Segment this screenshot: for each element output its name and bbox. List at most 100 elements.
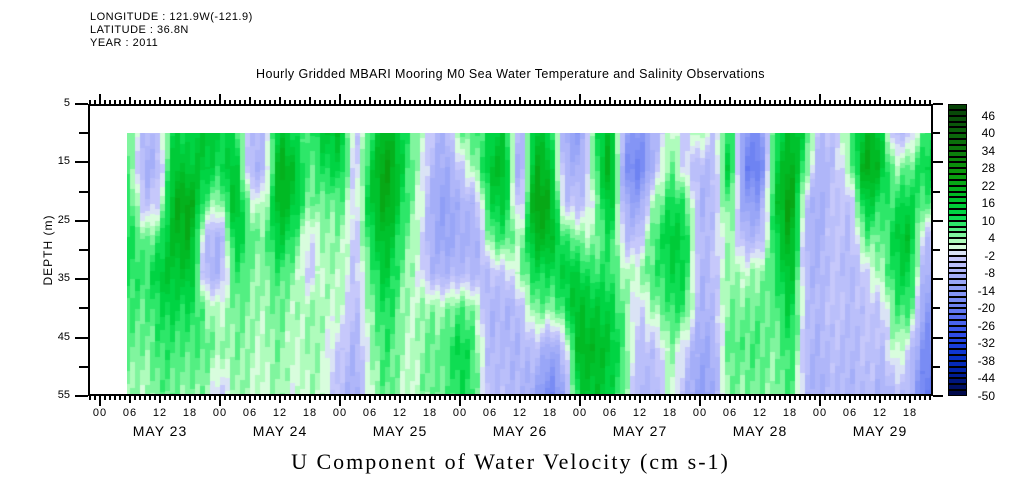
x-tick	[444, 396, 446, 400]
x-tick	[309, 97, 311, 104]
x-tick	[474, 396, 476, 400]
x-tick	[499, 100, 501, 104]
x-tick	[269, 396, 271, 400]
x-tick	[874, 396, 876, 400]
hour-label: 18	[422, 407, 438, 419]
y-tick	[75, 103, 88, 105]
x-tick	[789, 97, 791, 104]
colorbar-label: -38	[977, 353, 995, 368]
x-tick	[594, 396, 596, 400]
x-tick	[354, 396, 356, 400]
latitude-label: LATITUDE : 36.8N	[90, 24, 189, 36]
x-tick	[444, 100, 446, 104]
colorbar-label: -20	[977, 301, 995, 316]
x-tick	[634, 100, 636, 104]
x-tick	[754, 100, 756, 104]
x-tick	[459, 94, 461, 104]
x-tick	[494, 100, 496, 104]
x-tick	[189, 396, 191, 403]
x-tick	[904, 396, 906, 400]
x-tick	[89, 396, 91, 400]
x-tick	[269, 100, 271, 104]
x-tick	[924, 100, 926, 104]
x-tick	[509, 396, 511, 400]
x-tick	[394, 100, 396, 104]
depth-label: 45	[57, 330, 70, 343]
x-tick	[564, 396, 566, 400]
x-tick	[679, 396, 681, 400]
x-tick	[619, 396, 621, 400]
x-tick	[784, 396, 786, 400]
depth-label: 35	[57, 272, 70, 285]
hour-label: 18	[902, 407, 918, 419]
x-tick	[124, 100, 126, 104]
metadata-block: LONGITUDE : 121.9W(-121.9) LATITUDE : 36…	[90, 11, 253, 50]
x-tick	[774, 100, 776, 104]
x-tick	[609, 97, 611, 104]
x-tick	[389, 396, 391, 400]
x-tick	[259, 396, 261, 400]
x-tick	[749, 100, 751, 104]
x-tick	[894, 100, 896, 104]
y-axis-title: DEPTH (m)	[41, 214, 55, 286]
x-tick	[639, 97, 641, 104]
colorbar-cell	[948, 109, 967, 116]
x-tick	[104, 396, 106, 400]
colorbar-cell	[948, 331, 967, 338]
colorbar-cell	[948, 226, 967, 233]
y-tick	[933, 336, 943, 339]
x-tick	[699, 94, 701, 104]
x-tick	[919, 396, 921, 400]
x-tick	[169, 100, 171, 104]
x-tick	[519, 396, 521, 403]
x-tick	[439, 396, 441, 400]
x-tick	[584, 100, 586, 104]
x-tick	[659, 396, 661, 400]
colorbar-cell	[948, 355, 967, 361]
x-tick	[624, 396, 626, 400]
x-tick	[684, 100, 686, 104]
x-tick	[709, 396, 711, 400]
colorbar-cell	[948, 179, 967, 186]
x-tick	[824, 100, 826, 104]
colorbar-cell	[948, 121, 967, 128]
colorbar-cell	[948, 232, 967, 239]
x-tick	[279, 396, 281, 403]
x-tick	[409, 100, 411, 104]
hour-label: 00	[212, 407, 228, 419]
x-tick	[909, 396, 911, 403]
x-tick	[839, 396, 841, 400]
x-tick	[929, 100, 931, 104]
x-tick	[389, 100, 391, 104]
x-tick	[104, 100, 106, 104]
x-tick	[824, 396, 826, 400]
x-tick	[809, 396, 811, 400]
x-tick	[629, 396, 631, 400]
x-tick	[759, 396, 761, 403]
colorbar-cell	[948, 384, 967, 391]
depth-label: 25	[57, 213, 70, 226]
x-tick	[599, 100, 601, 104]
x-tick	[539, 396, 541, 400]
x-tick	[929, 396, 931, 400]
x-tick	[614, 396, 616, 400]
plot-title: Hourly Gridded MBARI Mooring M0 Sea Wate…	[256, 67, 765, 81]
colorbar-cell	[948, 349, 967, 356]
x-tick	[154, 100, 156, 104]
x-tick	[174, 100, 176, 104]
x-tick	[894, 396, 896, 400]
x-tick	[899, 100, 901, 104]
x-tick	[839, 100, 841, 104]
x-tick	[659, 100, 661, 104]
x-tick	[244, 396, 246, 400]
x-tick	[394, 396, 396, 400]
day-label: MAY 24	[252, 423, 308, 439]
x-tick	[249, 396, 251, 403]
x-tick	[164, 100, 166, 104]
x-tick	[109, 396, 111, 400]
x-tick	[289, 396, 291, 400]
hour-label: 00	[572, 407, 588, 419]
x-tick	[599, 396, 601, 400]
hour-label: 18	[782, 407, 798, 419]
x-tick	[239, 396, 241, 400]
